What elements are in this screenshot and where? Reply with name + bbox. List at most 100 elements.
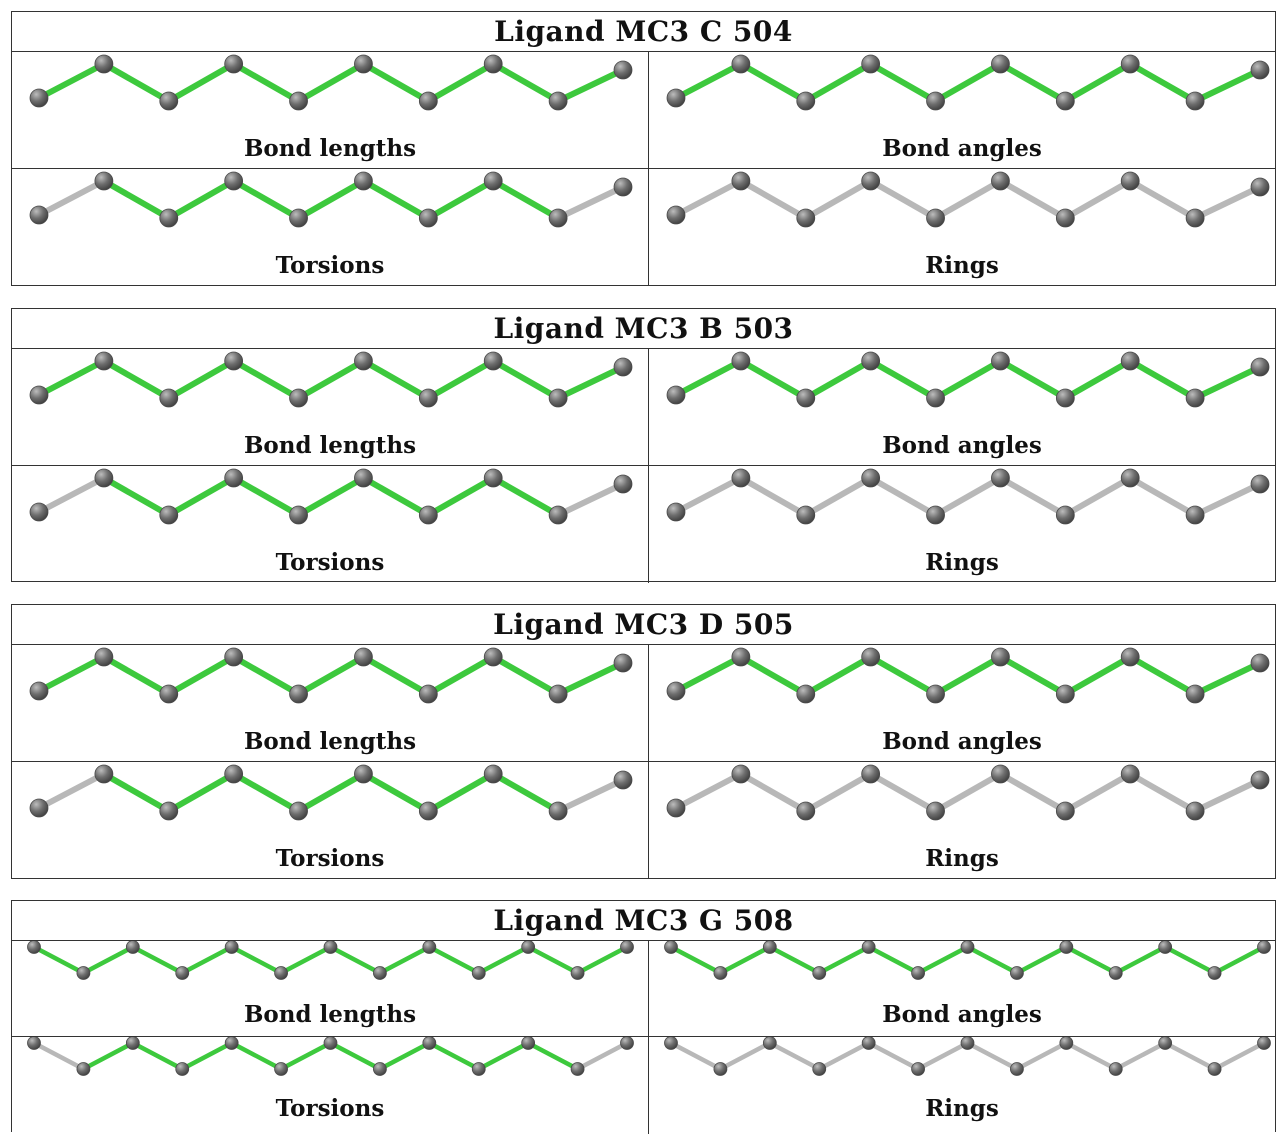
bond [737,178,809,221]
bond [997,771,1069,814]
atom [991,468,1010,488]
atom [159,684,179,704]
atom [29,502,49,522]
bond [1192,364,1263,401]
atom [666,205,686,225]
bond [425,475,497,518]
bond [802,654,874,697]
bond [165,771,237,814]
atom [666,798,686,818]
atom [991,647,1010,667]
atom [796,684,816,704]
atom [418,505,438,525]
atom [29,798,49,818]
panel-rings: Rings [649,466,1275,583]
atom [796,388,816,408]
bond [165,61,237,104]
bond [965,1040,1020,1072]
panel-bond-angles: Bond angles [649,645,1275,762]
bond [1014,1040,1069,1072]
atom [1055,505,1075,525]
bond [1127,178,1199,221]
bond [476,1040,531,1072]
molecule-image [29,764,633,821]
atom [796,91,816,111]
atom [666,502,686,522]
atom [613,357,633,377]
atom [1120,468,1140,488]
atom [548,388,568,408]
atom [29,385,49,405]
bond [278,1040,333,1072]
panel-torsions: Torsions [12,1037,649,1134]
molecule-image [29,171,633,228]
atom [613,474,633,494]
bond [817,1040,871,1072]
bond [490,358,562,401]
atom [613,60,633,80]
atom [483,647,503,667]
bond [36,771,107,811]
atom [861,468,881,488]
atom [159,801,179,821]
bond [360,475,432,518]
ligand-title: Ligand MC3 G 508 [12,901,1275,941]
bond [673,178,744,218]
bond [866,1040,921,1072]
atom [1158,941,1173,954]
bond [555,67,626,104]
atom [666,681,686,701]
atom [861,764,881,784]
atom [731,468,751,488]
atom [1059,941,1074,954]
atom [861,351,881,371]
bond [525,944,580,976]
atom [354,171,373,191]
atom [1120,351,1140,371]
atom [1250,770,1270,790]
panel-bond-angles: Bond angles [649,52,1275,169]
bond [165,475,237,518]
bond [230,771,302,814]
atom [289,208,308,228]
bond [673,654,744,694]
bond [230,178,302,221]
bond [165,178,237,221]
bond [1212,1040,1267,1072]
bond [767,1040,822,1072]
atom [1250,357,1270,377]
ligand-title: Ligand MC3 D 505 [12,605,1275,645]
atom [731,54,751,74]
bond [130,944,185,976]
bond [802,61,874,104]
bond [1064,944,1118,976]
molecule-image [664,941,1271,980]
atom [762,941,777,954]
molecule-image [666,351,1270,408]
ligand-title: Ligand MC3 C 504 [12,12,1275,52]
bond [555,184,626,221]
bond [425,654,497,697]
molecule-image [29,351,633,408]
atom [76,1062,91,1076]
bond [1127,771,1199,814]
bond [932,358,1004,401]
bond [328,1040,383,1072]
atom [483,171,503,191]
bond [1192,67,1263,104]
atom [125,941,140,954]
panel-label: Torsions [275,549,385,576]
atom [731,351,751,371]
bond [673,61,744,101]
bond [1062,654,1134,697]
atom [812,966,827,980]
atom [1185,801,1205,821]
atom [861,171,881,191]
bond [915,1040,970,1072]
bond [673,475,744,515]
atom [354,647,373,667]
bond [130,1040,185,1072]
bond [230,61,302,104]
bond [490,771,562,814]
atom [731,764,751,784]
